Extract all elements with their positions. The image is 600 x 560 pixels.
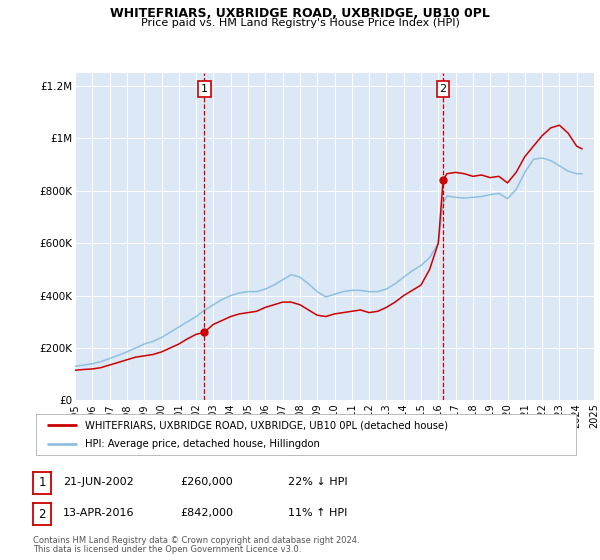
Text: Contains HM Land Registry data © Crown copyright and database right 2024.: Contains HM Land Registry data © Crown c…	[33, 536, 359, 545]
Text: 13-APR-2016: 13-APR-2016	[63, 508, 134, 518]
Text: HPI: Average price, detached house, Hillingdon: HPI: Average price, detached house, Hill…	[85, 439, 319, 449]
Text: Price paid vs. HM Land Registry's House Price Index (HPI): Price paid vs. HM Land Registry's House …	[140, 18, 460, 28]
Text: 1: 1	[38, 476, 46, 489]
Text: 22% ↓ HPI: 22% ↓ HPI	[288, 477, 347, 487]
Text: £260,000: £260,000	[180, 477, 233, 487]
Text: 1: 1	[201, 84, 208, 94]
Text: £842,000: £842,000	[180, 508, 233, 518]
Text: WHITEFRIARS, UXBRIDGE ROAD, UXBRIDGE, UB10 0PL: WHITEFRIARS, UXBRIDGE ROAD, UXBRIDGE, UB…	[110, 7, 490, 20]
Text: 2: 2	[38, 507, 46, 521]
Text: WHITEFRIARS, UXBRIDGE ROAD, UXBRIDGE, UB10 0PL (detached house): WHITEFRIARS, UXBRIDGE ROAD, UXBRIDGE, UB…	[85, 421, 448, 430]
Text: 2: 2	[440, 84, 447, 94]
Text: 21-JUN-2002: 21-JUN-2002	[63, 477, 134, 487]
Text: 11% ↑ HPI: 11% ↑ HPI	[288, 508, 347, 518]
Text: This data is licensed under the Open Government Licence v3.0.: This data is licensed under the Open Gov…	[33, 545, 301, 554]
